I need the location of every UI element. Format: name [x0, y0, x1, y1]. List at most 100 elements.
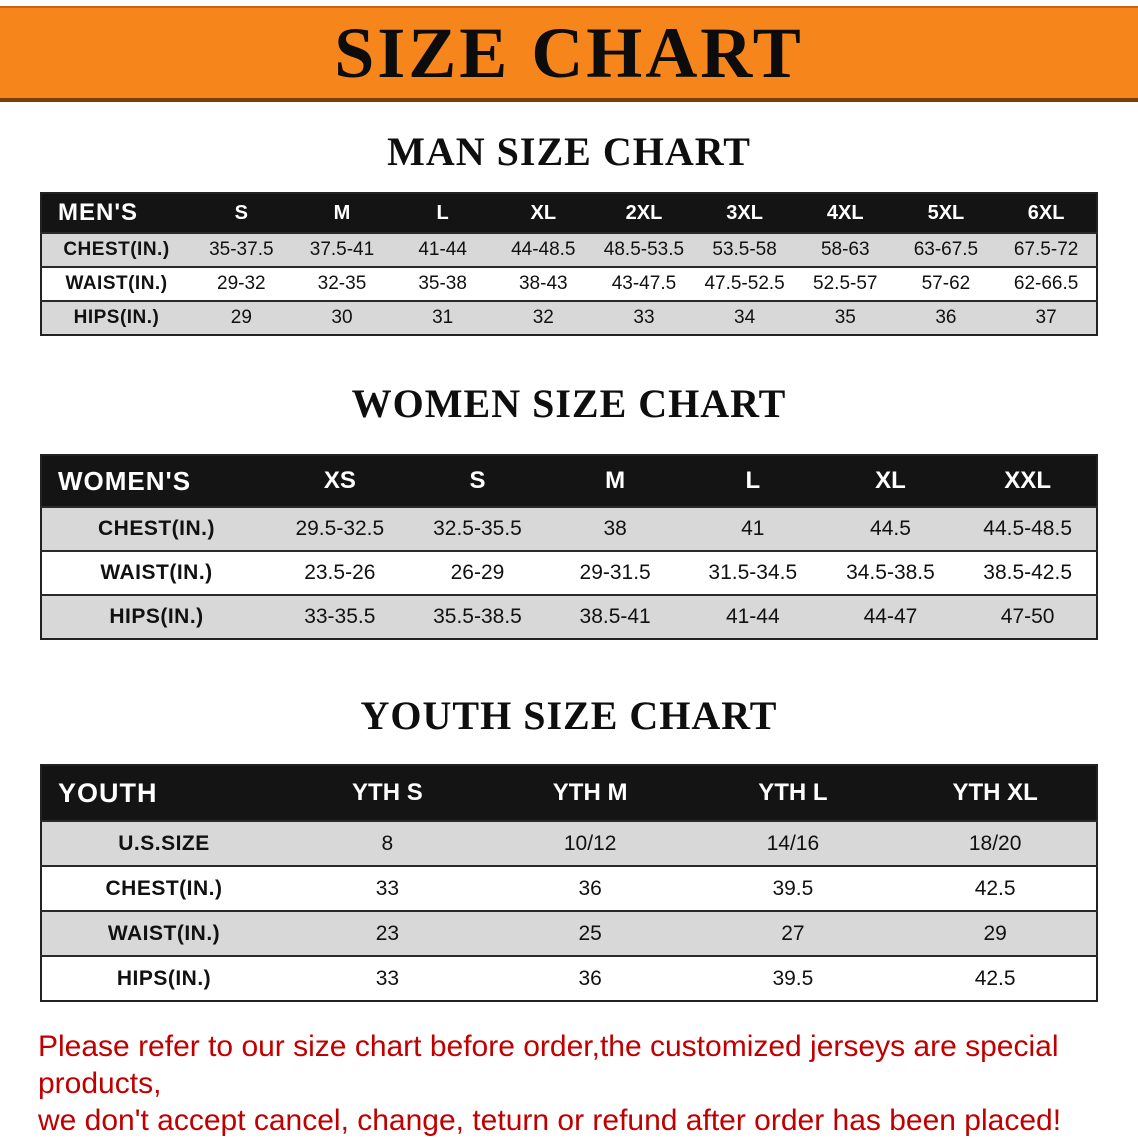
size-value: 31	[392, 300, 493, 335]
row-label: CHEST(IN.)	[41, 232, 191, 267]
size-value: 31.5-34.5	[683, 550, 822, 595]
size-value: 39.5	[691, 955, 895, 1001]
youth-size-table: YOUTH YTH S YTH M YTH L YTH XL U.S.SIZE …	[40, 764, 1098, 1002]
row-label: HIPS(IN.)	[41, 594, 271, 639]
size-value: 47.5-52.5	[694, 266, 795, 301]
men-size-header: 3XL	[694, 193, 795, 233]
size-value: 38	[546, 506, 684, 551]
size-value: 8	[286, 820, 489, 866]
size-value: 36	[895, 300, 997, 335]
size-value: 42.5	[894, 955, 1097, 1001]
row-label: CHEST(IN.)	[41, 506, 271, 551]
size-value: 39.5	[691, 865, 895, 911]
size-value: 41-44	[683, 594, 822, 639]
warning-line-2: we don't accept cancel, change, teturn o…	[38, 1104, 1062, 1137]
size-value: 44-47	[821, 594, 960, 639]
size-value: 33	[286, 955, 489, 1001]
size-value: 44-48.5	[492, 232, 594, 267]
size-value: 35-38	[392, 266, 493, 301]
size-value: 35	[794, 300, 896, 335]
row-label: U.S.SIZE	[41, 820, 286, 866]
size-value: 35.5-38.5	[408, 594, 547, 639]
youth-ussize-row: U.S.SIZE 8 10/12 14/16 18/20	[41, 820, 1097, 866]
youth-size-header: YTH XL	[894, 765, 1097, 821]
youth-section-heading: YOUTH SIZE CHART	[360, 693, 778, 738]
men-size-header: 6XL	[996, 193, 1097, 233]
men-size-header: 2XL	[593, 193, 695, 233]
women-size-table: WOMEN'S XS S M L XL XXL CHEST(IN.) 29.5-…	[40, 454, 1098, 640]
size-value: 26-29	[408, 550, 547, 595]
youth-size-header: YTH L	[691, 765, 895, 821]
size-value: 63-67.5	[895, 232, 997, 267]
size-value: 41-44	[392, 232, 493, 267]
size-value: 38-43	[492, 266, 594, 301]
size-value: 29.5-32.5	[271, 506, 409, 551]
size-value: 47-50	[959, 594, 1097, 639]
size-value: 52.5-57	[794, 266, 896, 301]
size-value: 35-37.5	[191, 232, 292, 267]
women-table-label: WOMEN'S	[41, 455, 271, 507]
men-size-header: 4XL	[794, 193, 896, 233]
size-chart-banner: SIZE CHART	[0, 6, 1138, 102]
size-value: 23.5-26	[271, 550, 409, 595]
size-value: 43-47.5	[593, 266, 695, 301]
warning-line-1: Please refer to our size chart before or…	[38, 1030, 1059, 1100]
men-waist-row: WAIST(IN.) 29-32 32-35 35-38 38-43 43-47…	[41, 266, 1097, 301]
youth-table-label: YOUTH	[41, 765, 286, 821]
size-value: 44.5-48.5	[959, 506, 1097, 551]
row-label: HIPS(IN.)	[41, 300, 191, 335]
size-value: 29-31.5	[546, 550, 684, 595]
men-table-label: MEN'S	[41, 193, 191, 233]
size-value: 48.5-53.5	[593, 232, 695, 267]
size-value: 37.5-41	[291, 232, 393, 267]
men-size-header: 5XL	[895, 193, 997, 233]
page-title: SIZE CHART	[334, 12, 804, 93]
women-hips-row: HIPS(IN.) 33-35.5 35.5-38.5 38.5-41 41-4…	[41, 594, 1097, 639]
size-value: 38.5-42.5	[959, 550, 1097, 595]
size-value: 53.5-58	[694, 232, 795, 267]
youth-table-header-row: YOUTH YTH S YTH M YTH L YTH XL	[41, 765, 1097, 821]
size-value: 29	[894, 910, 1097, 956]
youth-size-header: YTH S	[286, 765, 489, 821]
size-value: 25	[488, 910, 692, 956]
size-value: 14/16	[691, 820, 895, 866]
size-value: 32	[492, 300, 594, 335]
men-size-table: MEN'S S M L XL 2XL 3XL 4XL 5XL 6XL CHEST…	[40, 192, 1098, 336]
size-value: 58-63	[794, 232, 896, 267]
size-value: 36	[488, 865, 692, 911]
row-label: WAIST(IN.)	[41, 910, 286, 956]
size-value: 44.5	[821, 506, 960, 551]
size-value: 27	[691, 910, 895, 956]
women-size-header: L	[683, 455, 822, 507]
women-table-header-row: WOMEN'S XS S M L XL XXL	[41, 455, 1097, 507]
size-value: 36	[488, 955, 692, 1001]
size-value: 33-35.5	[271, 594, 409, 639]
youth-waist-row: WAIST(IN.) 23 25 27 29	[41, 910, 1097, 956]
size-value: 41	[683, 506, 822, 551]
row-label: WAIST(IN.)	[41, 266, 191, 301]
size-value: 29	[191, 300, 292, 335]
women-size-header: XXL	[959, 455, 1097, 507]
size-value: 42.5	[894, 865, 1097, 911]
row-label: CHEST(IN.)	[41, 865, 286, 911]
size-value: 34.5-38.5	[821, 550, 960, 595]
men-size-header: L	[392, 193, 493, 233]
size-value: 23	[286, 910, 489, 956]
women-chest-row: CHEST(IN.) 29.5-32.5 32.5-35.5 38 41 44.…	[41, 506, 1097, 551]
warning-note: Please refer to our size chart before or…	[0, 1028, 1138, 1139]
men-size-header: XL	[492, 193, 594, 233]
size-value: 33	[593, 300, 695, 335]
row-label: WAIST(IN.)	[41, 550, 271, 595]
row-label: HIPS(IN.)	[41, 955, 286, 1001]
women-section-heading: WOMEN SIZE CHART	[351, 381, 787, 426]
men-size-header: S	[191, 193, 292, 233]
youth-size-header: YTH M	[488, 765, 692, 821]
size-value: 29-32	[191, 266, 292, 301]
women-size-header: XS	[271, 455, 409, 507]
size-value: 30	[291, 300, 393, 335]
size-value: 32.5-35.5	[408, 506, 547, 551]
men-chest-row: CHEST(IN.) 35-37.5 37.5-41 41-44 44-48.5…	[41, 232, 1097, 267]
size-value: 57-62	[895, 266, 997, 301]
men-section-heading: MAN SIZE CHART	[387, 129, 751, 174]
youth-hips-row: HIPS(IN.) 33 36 39.5 42.5	[41, 955, 1097, 1001]
